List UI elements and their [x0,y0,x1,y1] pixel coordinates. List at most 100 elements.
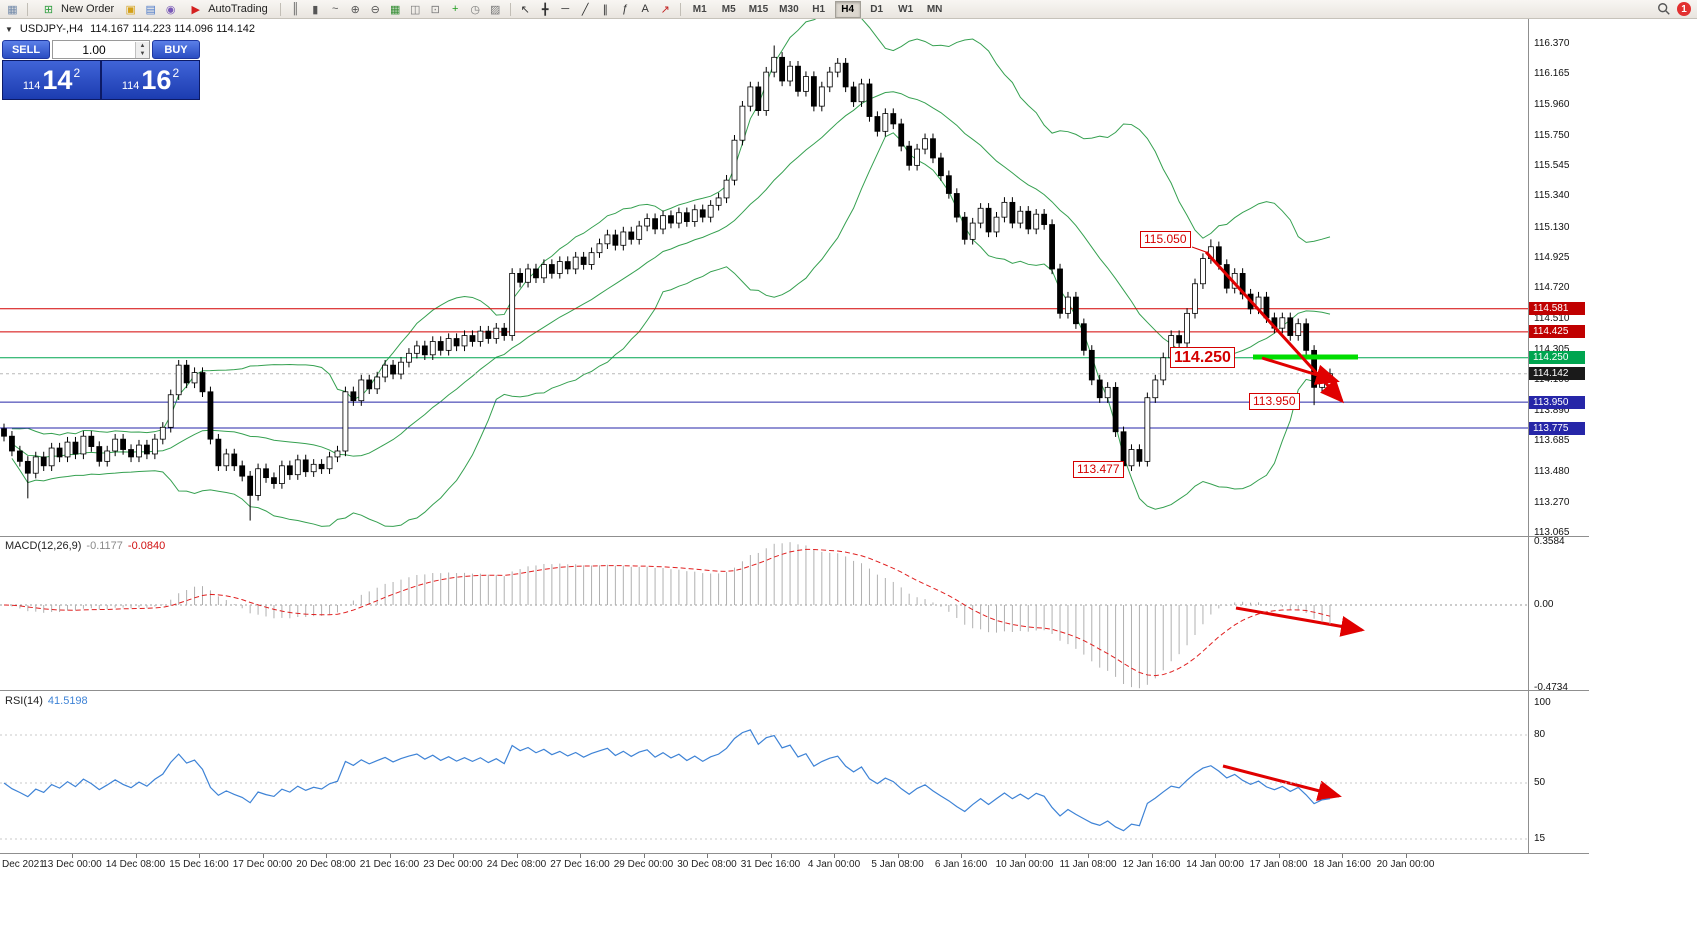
arrange-windows-icon[interactable]: ◫ [410,3,421,16]
candle-body [739,105,746,141]
line-chart-icon[interactable]: ~ [332,3,339,15]
volume-down-button[interactable]: ▼ [136,49,149,58]
candlestick-chart-icon[interactable]: ▮ [312,3,319,16]
macd-name: MACD(12,26,9) [5,540,82,552]
candle-body [144,444,150,455]
autotrading-button[interactable]: ▶ AutoTrading [181,1,274,17]
candle-body [723,179,730,199]
cascade-windows-icon[interactable]: ⊡ [430,3,440,16]
candle-body [1327,373,1333,378]
time-axis-label: 14 Jan 00:00 [1186,859,1244,870]
buy-button[interactable]: BUY [152,40,200,59]
trend-arrow[interactable] [1235,606,1365,637]
volume-stepper: ▲ ▼ [135,41,149,58]
time-tick [834,854,835,858]
periods-icon[interactable]: ◷ [470,3,481,16]
ask-price-display[interactable]: 114 16 2 [102,61,199,99]
candle-body [620,231,627,246]
candle-body [779,56,786,82]
candle-body [985,207,992,233]
candle-body [1279,317,1286,329]
sell-button[interactable]: SELL [2,40,50,59]
chart-info-line: ▼ USDJPY-,H4 114.167 114.223 114.096 114… [5,23,255,35]
candle-body [501,327,508,336]
candle-body [382,364,389,378]
candle-body [1088,349,1095,381]
metaeditor-icon[interactable]: ▣ [125,3,136,16]
volume-up-button[interactable]: ▲ [136,41,149,50]
panel-separator[interactable] [0,536,1589,537]
market-watch-icon[interactable]: ▤ [145,3,156,16]
candle-body [509,272,516,336]
price-axis[interactable]: 116.370 116.165 115.960 115.750 115.545 115.3… [1529,0,1597,939]
time-axis[interactable]: Dec 2021 13 Dec 00:00 14 Dec 08:00 15 Dec … [0,854,1590,876]
candle-body [1057,268,1063,314]
timeframe-m5-button[interactable]: M5 [721,3,736,15]
timeframe-m1-button[interactable]: M1 [692,3,707,15]
candle-body [318,463,325,470]
cursor-icon[interactable]: ↖ [520,3,530,16]
one-click-collapse-icon[interactable]: ▼ [5,24,13,34]
new-chart-icon[interactable]: ▦ [7,3,18,16]
candle-body [668,215,674,224]
trend-arrow[interactable] [1261,356,1340,385]
candle-body [1080,323,1087,351]
navigator-icon[interactable]: ◉ [165,3,176,16]
macd-signal-value: -0.0840 [127,540,166,552]
candle-body [437,341,444,351]
timeframe-w1-button[interactable]: W1 [898,3,914,15]
price-chart[interactable] [0,19,1528,536]
bid-price-display[interactable]: 114 14 2 [3,61,100,99]
hline-icon[interactable]: ─ [561,3,570,15]
trend-arrow[interactable] [1222,764,1342,801]
timeframe-h4-button[interactable]: H4 [834,0,861,18]
fibonacci-icon[interactable]: ƒ [622,3,629,15]
time-axis-label: 11 Jan 08:00 [1059,859,1117,870]
candle-body [763,71,770,111]
panel-separator[interactable] [0,690,1589,691]
text-icon[interactable]: A [641,3,649,15]
crosshair-icon[interactable]: ╋ [541,3,549,16]
rsi-indicator-panel[interactable] [0,692,1528,853]
time-tick [389,854,391,858]
timeframe-m15-button[interactable]: M15 [748,3,769,15]
zoom-in-icon[interactable]: ⊕ [350,3,360,16]
candle-body [1065,296,1071,314]
candle-body [231,453,238,467]
candle-body [1033,213,1040,230]
zoom-out-icon[interactable]: ⊖ [370,3,380,16]
channel-icon[interactable]: ∥ [602,3,608,16]
trendline-icon[interactable]: ╱ [581,3,589,16]
notification-badge[interactable]: 1 [1677,2,1691,16]
time-tick [453,854,454,858]
new-order-button[interactable]: ⊞ New Order [34,1,120,17]
panel-separator [0,853,1589,854]
drawn-segment[interactable] [1191,246,1207,253]
symbol-title: USDJPY-,H4 [19,23,84,35]
timeframe-m30-button[interactable]: M30 [779,3,799,15]
bollinger-bands [11,19,1331,527]
timeframe-mn-button[interactable]: MN [926,3,943,15]
timeframe-d1-button[interactable]: D1 [870,3,884,15]
macd-indicator-panel[interactable] [0,537,1528,690]
volume-field[interactable]: 1.00 ▲ ▼ [52,40,150,59]
candle-body [572,256,579,270]
bar-chart-icon[interactable]: ║ [291,3,300,15]
candle-body [1041,213,1048,225]
candle-body [1168,335,1175,359]
candle-body [1295,323,1302,336]
time-tick [707,854,708,858]
price-axis-border [1528,19,1529,853]
candle-body [945,175,952,194]
time-tick [199,854,200,858]
tile-windows-icon[interactable]: ▦ [390,3,401,16]
arrows-tool-icon[interactable]: ↗ [660,3,670,16]
candle-body [691,209,698,222]
trend-arrow[interactable] [1204,250,1345,404]
autotrading-icon: ▶ [191,3,200,16]
templates-icon[interactable]: ▨ [490,3,501,16]
indicators-icon[interactable]: + [452,3,459,15]
timeframe-h1-button[interactable]: H1 [812,3,826,15]
search-icon[interactable] [1657,2,1671,16]
candle-body [922,138,928,150]
